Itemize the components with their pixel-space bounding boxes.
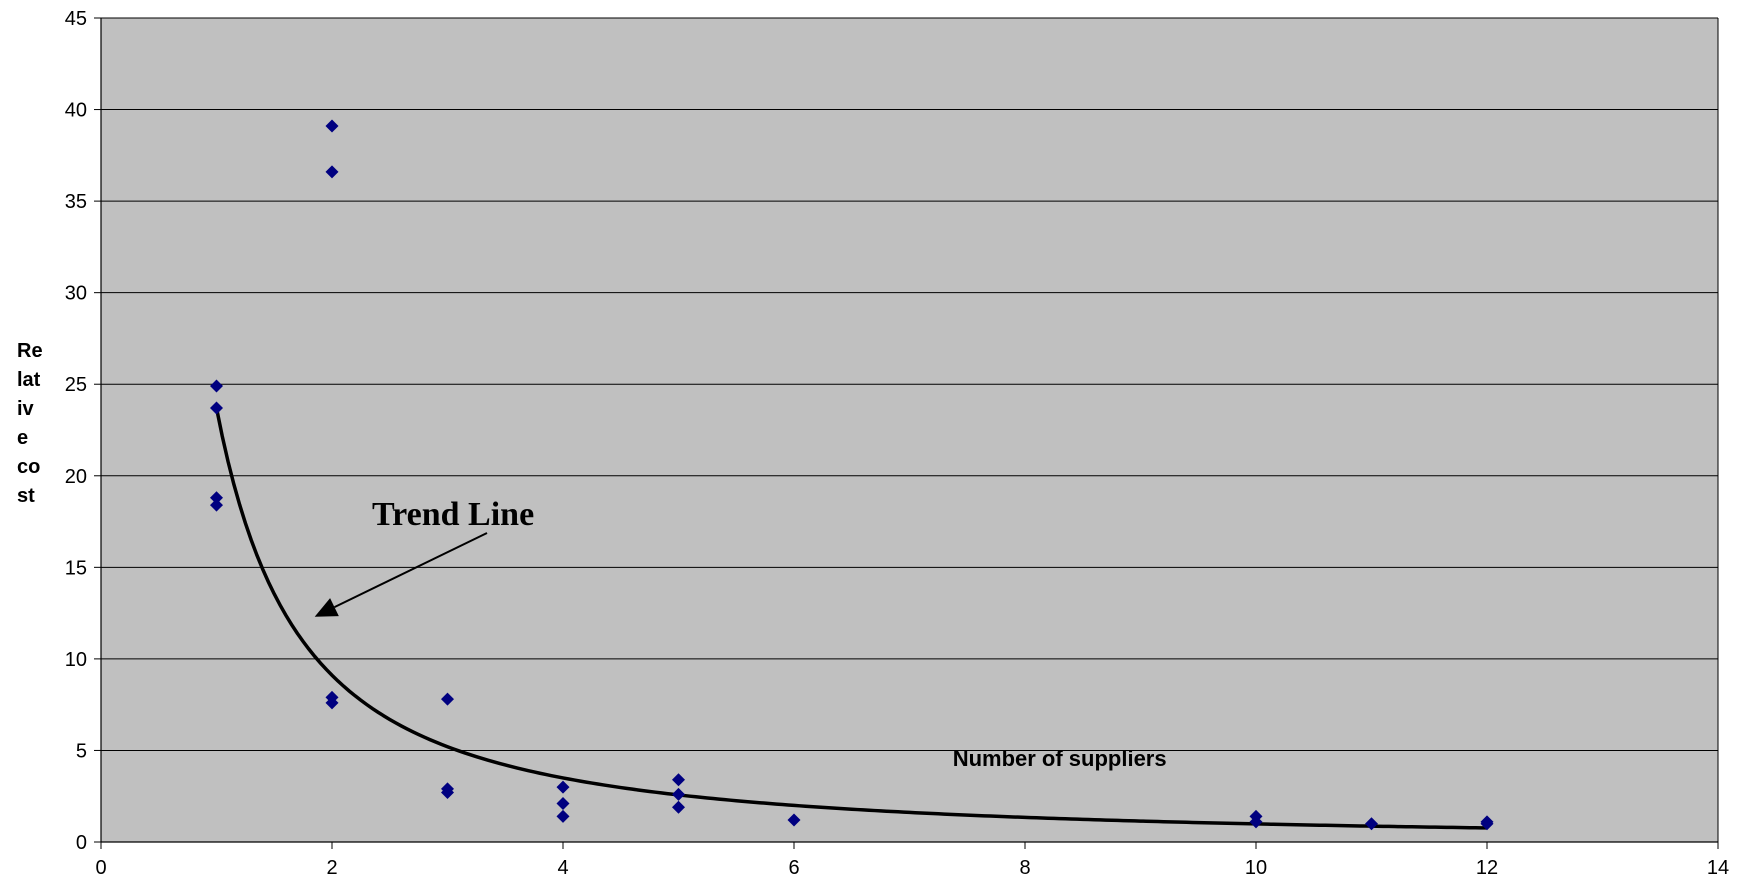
y-axis-ticks: 0 5 10 15 20 25 30 35 40 45 (65, 8, 101, 854)
x-tick-label: 10 (1245, 857, 1267, 879)
plot-area (101, 18, 1718, 842)
x-tick-label: 0 (95, 857, 106, 879)
y-tick-label: 10 (65, 649, 87, 671)
data-point (1365, 817, 1378, 831)
data-point (325, 696, 339, 710)
y-tick-label: 40 (65, 100, 87, 122)
y-tick-label: 0 (76, 832, 87, 854)
annotation-arrowhead (314, 598, 339, 617)
x-axis-ticks: 0 2 4 6 8 10 12 14 (95, 842, 1729, 879)
data-point (672, 773, 685, 787)
data-point (787, 813, 801, 827)
y-axis-label-line: co (17, 456, 40, 478)
x-tick-label: 8 (1019, 857, 1030, 879)
trend-line (214, 407, 1488, 830)
data-point (556, 809, 570, 823)
x-tick-label: 14 (1707, 857, 1729, 879)
trend-line-annotation: Trend Line (372, 496, 534, 533)
y-tick-label: 5 (76, 740, 87, 762)
y-tick-label: 45 (65, 8, 87, 30)
x-tick-label: 4 (557, 857, 568, 879)
x-tick-label: 6 (788, 857, 799, 879)
y-axis-label-line: e (17, 427, 28, 449)
data-point (441, 786, 454, 800)
data-point (210, 401, 223, 415)
data-point (1249, 815, 1263, 829)
data-point (1480, 817, 1494, 831)
data-point (672, 800, 685, 814)
data-point (672, 787, 685, 801)
data-points (210, 119, 1494, 831)
data-point (441, 692, 454, 706)
y-tick-label: 15 (65, 557, 87, 579)
y-axis-label-line: iv (17, 398, 35, 420)
data-point (556, 780, 570, 794)
y-axis-label-line: lat (17, 369, 41, 391)
data-point (325, 119, 339, 133)
x-axis-label: Number of suppliers (953, 746, 1167, 771)
data-point (556, 797, 570, 811)
y-tick-label: 30 (65, 283, 87, 305)
data-point (210, 491, 223, 505)
data-point (210, 498, 223, 512)
y-axis-label-line: st (17, 485, 35, 507)
y-tick-label: 20 (65, 466, 87, 488)
y-axis-label-line: Re (17, 340, 43, 362)
data-point (210, 379, 223, 393)
data-point (325, 165, 339, 179)
y-tick-label: 35 (65, 191, 87, 213)
axes (100, 17, 1719, 843)
y-tick-label: 25 (65, 374, 87, 396)
x-tick-label: 12 (1476, 857, 1498, 879)
x-tick-label: 2 (326, 857, 337, 879)
y-axis-label: Re lat iv e co st (17, 340, 43, 507)
annotation-arrow (334, 532, 488, 609)
